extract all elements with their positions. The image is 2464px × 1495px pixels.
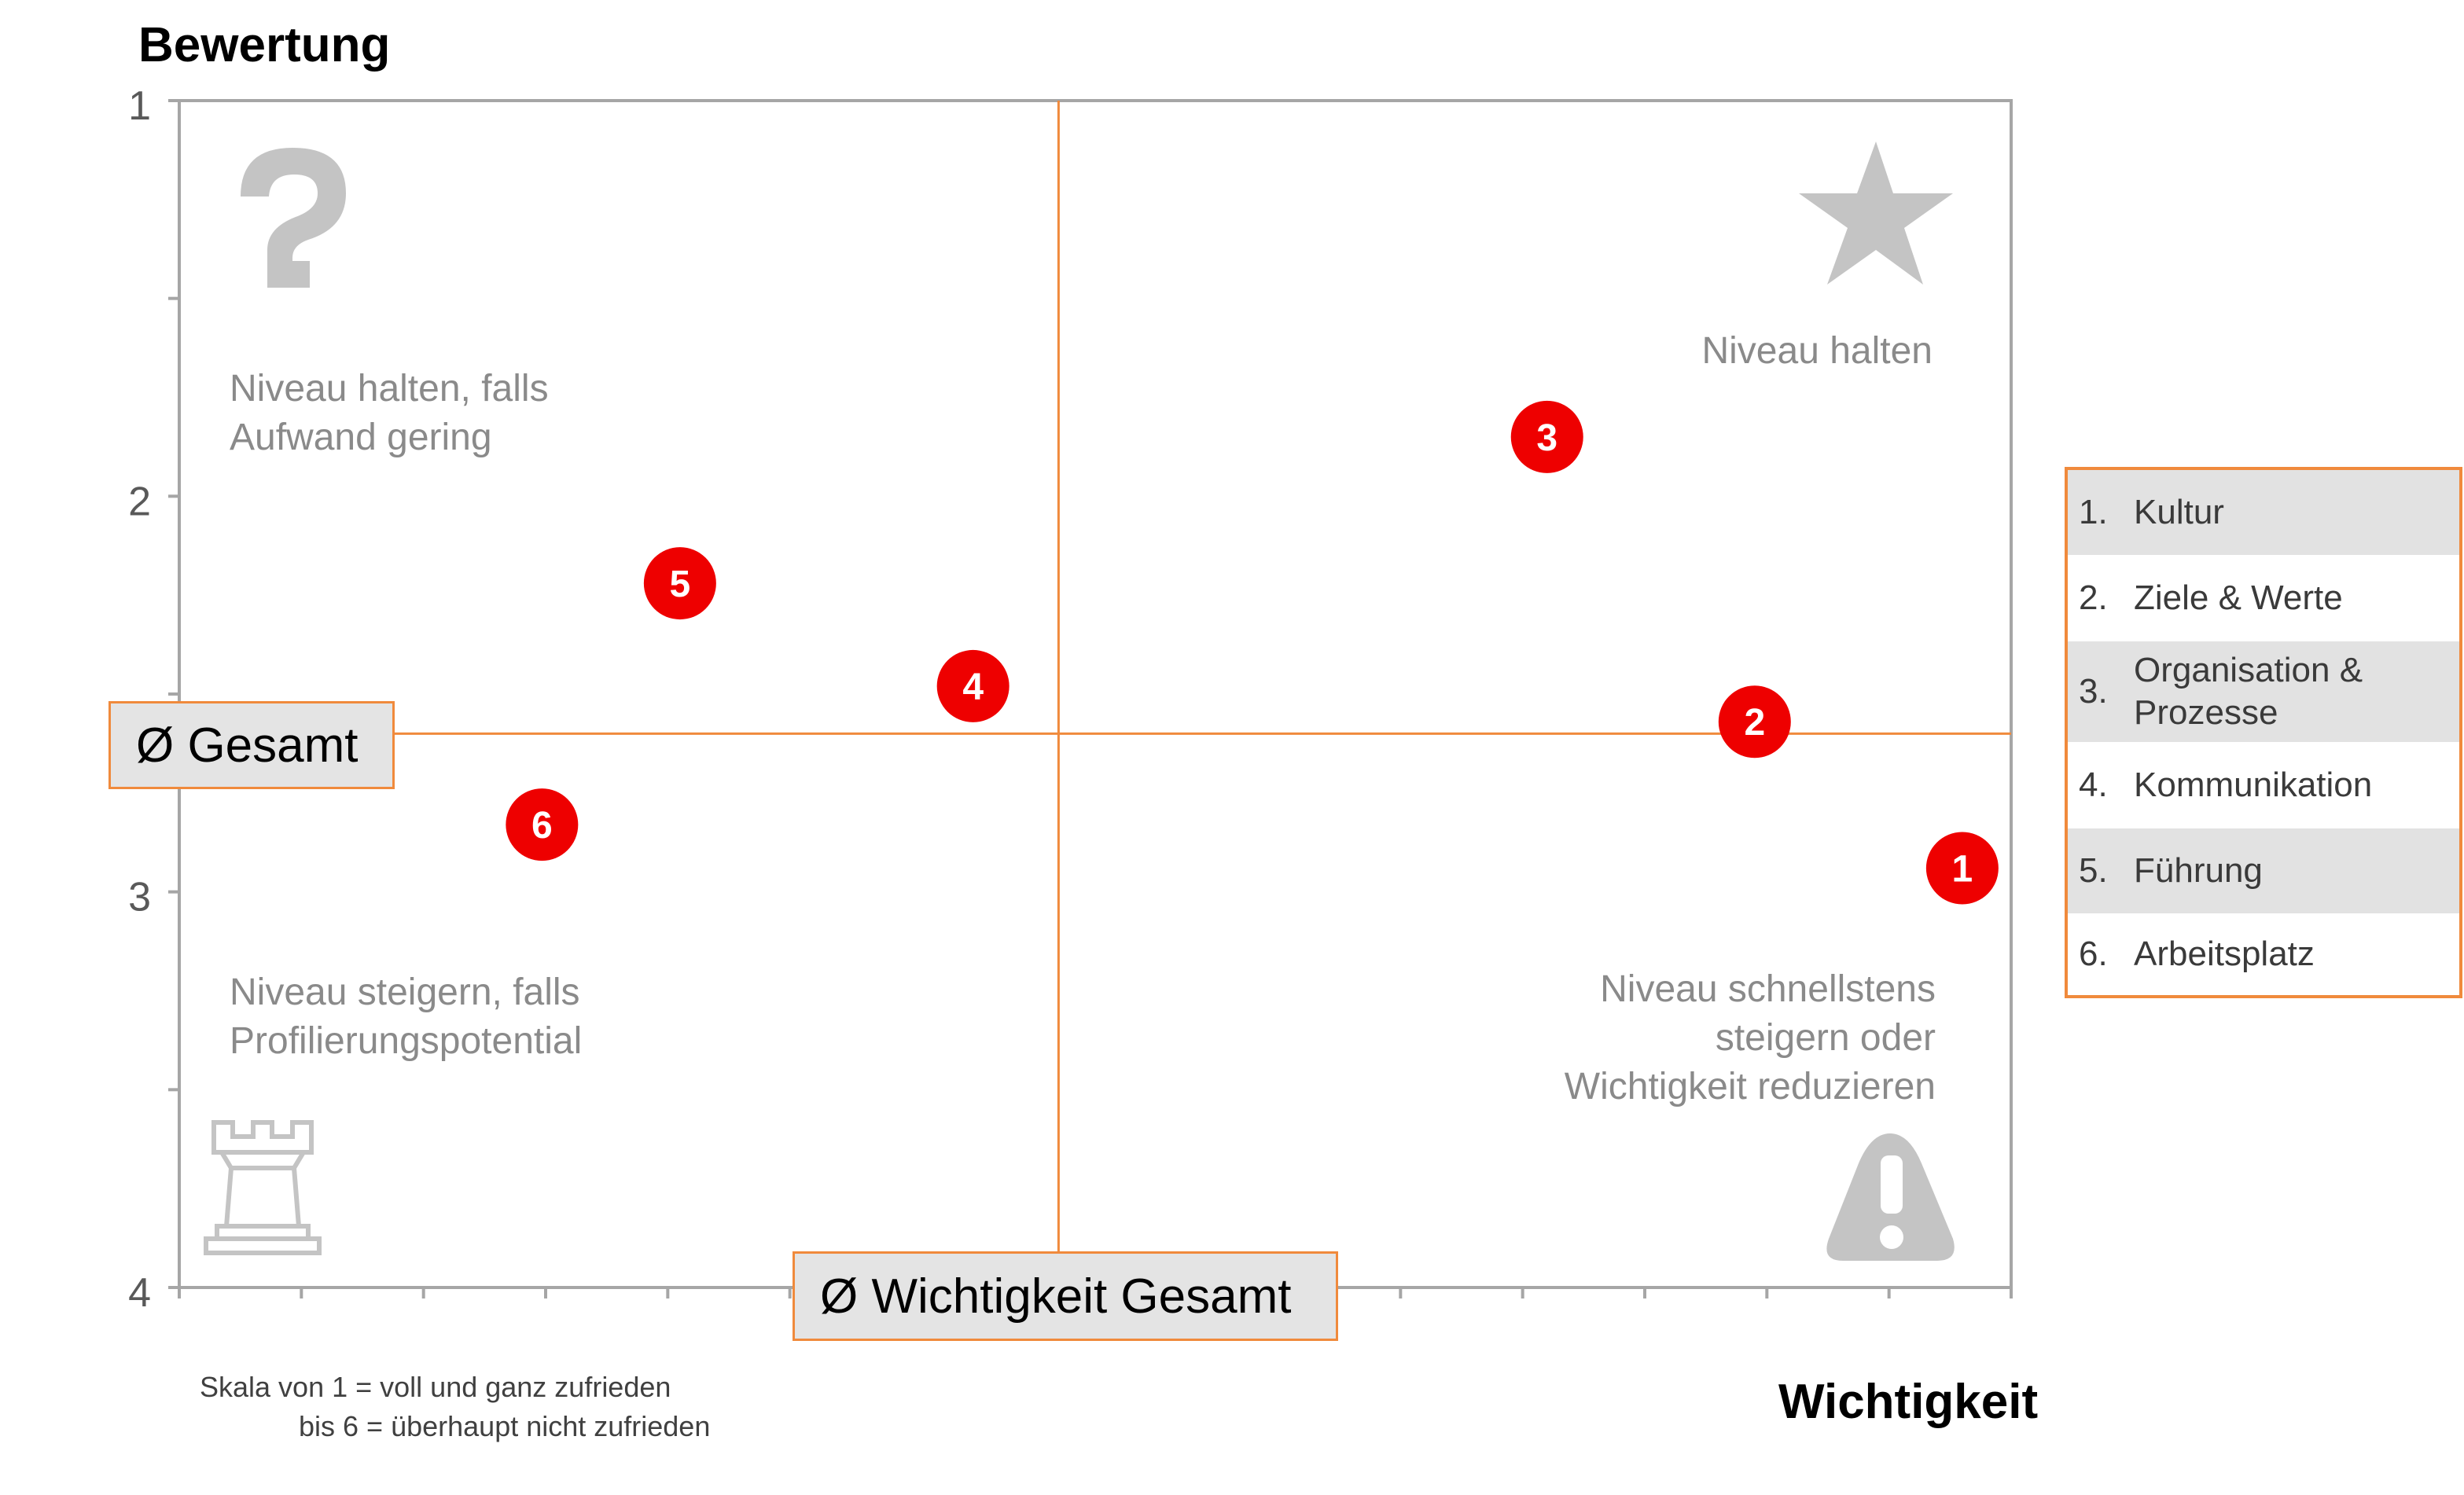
data-point-label: 4 [962, 667, 984, 708]
quadrant-top-left-text: Niveau halten, falls Aufwand gering [230, 365, 549, 462]
quadrant-line: Profilierungspotential [230, 1020, 583, 1062]
data-point-5 [643, 547, 716, 620]
data-point-4 [936, 649, 1010, 722]
quadrant-line: Wichtigkeit reduzieren [1564, 1066, 1936, 1107]
data-point-6 [506, 788, 579, 861]
quadrant-line: Niveau steigern, falls [230, 972, 580, 1013]
legend-item: 4. Kommunikation [2068, 742, 2459, 828]
quadrant-line: Aufwand gering [230, 417, 492, 458]
chess-rook-icon [204, 1120, 322, 1255]
quadrant-bottom-right-text: Niveau schnellstens steigern oder Wichti… [1565, 965, 1936, 1111]
data-point-label: 2 [1744, 702, 1765, 744]
legend-label: Kommunikation [2134, 766, 2373, 804]
data-point-1 [1925, 832, 1999, 905]
quadrant-line: Niveau halten, falls [230, 368, 549, 410]
legend-label: Kultur [2134, 493, 2224, 531]
legend-number: 5. [2079, 851, 2108, 890]
average-x-label: Ø Wichtigkeit Gesamt [793, 1251, 1338, 1341]
data-point-label: 3 [1536, 417, 1557, 459]
y-tick-label: 4 [128, 1270, 151, 1316]
legend-number: 3. [2079, 672, 2108, 711]
y-axis-title: Bewertung [138, 18, 391, 72]
y-tick-label: 2 [128, 479, 151, 524]
legend-item: 6. Arbeitsplatz [2068, 913, 2459, 995]
y-tick-label: 1 [128, 83, 151, 129]
scale-note: Skala von 1 = voll und ganz zufrieden bi… [200, 1368, 710, 1446]
quadrant-line: Niveau halten [1701, 330, 1933, 372]
quadrant-line: Niveau schnellstens [1600, 968, 1936, 1010]
legend-number: 1. [2079, 493, 2108, 531]
quadrant-top-right-text: Niveau halten [1701, 327, 1933, 376]
data-point-3 [1510, 400, 1583, 473]
quadrant-line: steigern oder [1715, 1017, 1936, 1059]
star-icon [1799, 141, 1953, 285]
scale-note-line: Skala von 1 = voll und ganz zufrieden [200, 1371, 671, 1403]
legend-number: 2. [2079, 579, 2108, 617]
x-axis-title: Wichtigkeit [1778, 1375, 2039, 1429]
legend-item: 5. Führung [2068, 828, 2459, 913]
legend-number: 4. [2079, 766, 2108, 804]
y-tick-label: 3 [128, 875, 151, 920]
legend-number: 6. [2079, 935, 2108, 973]
data-point-label: 6 [531, 805, 553, 847]
average-y-label: Ø Gesamt [108, 701, 395, 789]
quadrant-bottom-left-text: Niveau steigern, falls Profilierungspote… [230, 968, 582, 1066]
legend-label: Führung [2134, 851, 2263, 890]
quadrant-icons [204, 141, 1955, 1261]
scale-note-line: bis 6 = überhaupt nicht zufrieden [299, 1410, 711, 1442]
legend-label: Organisation & Prozesse [2134, 651, 2363, 732]
legend-label: Ziele & Werte [2134, 579, 2343, 617]
legend-label: Arbeitsplatz [2134, 935, 2315, 973]
data-point-label: 5 [670, 564, 691, 605]
data-points: 1 2 3 4 5 6 [506, 400, 1999, 905]
question-mark-icon [241, 148, 346, 288]
legend-item: 3. Organisation & Prozesse [2068, 641, 2459, 742]
data-point-2 [1718, 685, 1791, 759]
legend-item: 1. Kultur [2068, 470, 2459, 555]
data-point-label: 1 [1952, 848, 1973, 890]
legend-item: 2. Ziele & Werte [2068, 555, 2459, 641]
warning-icon [1826, 1133, 1955, 1261]
legend: 1. Kultur 2. Ziele & Werte 3. Organisati… [2065, 467, 2462, 998]
